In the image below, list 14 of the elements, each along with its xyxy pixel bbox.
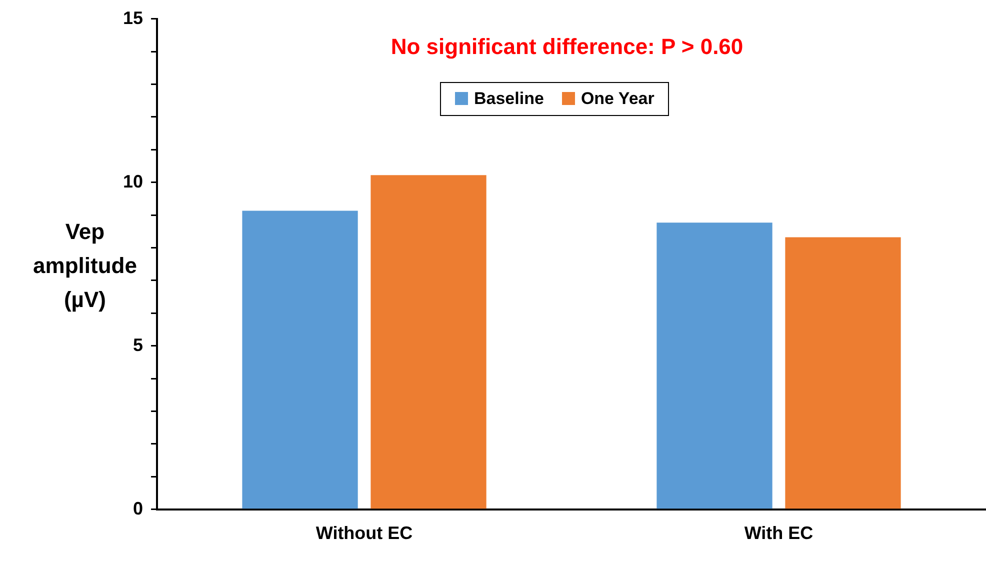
bar	[242, 210, 358, 509]
y-tick-label: 0	[133, 498, 144, 518]
x-tick-label: With EC	[744, 523, 814, 544]
bar	[785, 237, 901, 509]
y-tick-label: 5	[133, 334, 144, 355]
legend-label: One Year	[580, 89, 654, 109]
bar	[656, 222, 772, 509]
legend-label: Baseline	[473, 89, 544, 109]
x-tick-label: Without EC	[316, 523, 413, 544]
y-tick-label: 15	[122, 8, 144, 28]
bar	[370, 175, 486, 509]
y-axis-title: Vep amplitude (µV)	[32, 218, 138, 314]
annotation: No significant difference: P > 0.60	[390, 34, 744, 60]
y-tick-label: 10	[122, 171, 144, 192]
